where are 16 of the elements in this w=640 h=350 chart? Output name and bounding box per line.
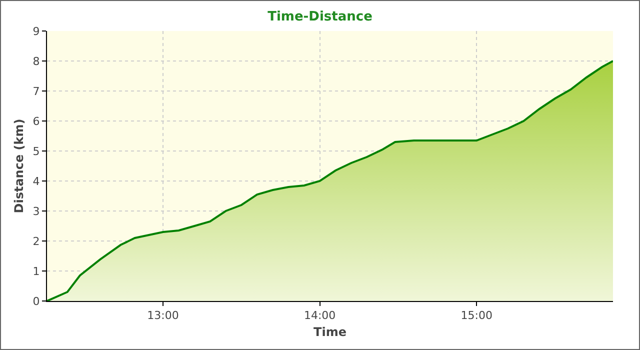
y-tick-label: 6	[32, 114, 40, 128]
y-tick-label: 2	[32, 234, 40, 248]
y-axis-title: Distance (km)	[12, 118, 26, 214]
x-tick-label: 15:00	[460, 309, 492, 322]
y-tick-label: 1	[32, 264, 40, 278]
y-tick-label: 5	[32, 144, 40, 158]
y-tick-label: 8	[32, 54, 40, 68]
y-tick-label: 7	[32, 84, 40, 98]
y-tick-label: 9	[32, 24, 40, 38]
y-tick-label: 0	[32, 294, 40, 308]
y-tick-label: 3	[32, 204, 40, 218]
x-tick-label: 13:00	[147, 309, 179, 322]
chart-title: Time-Distance	[268, 10, 373, 25]
x-tick-label: 14:00	[304, 309, 336, 322]
y-tick-label: 4	[32, 174, 40, 188]
x-axis-title: Time	[314, 325, 346, 340]
